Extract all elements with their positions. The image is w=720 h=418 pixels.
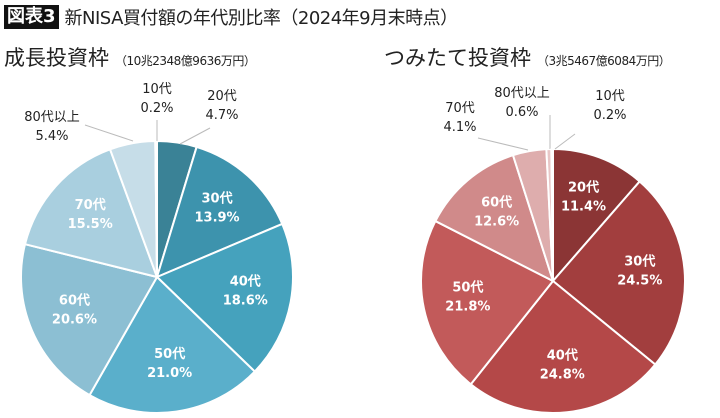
slice-value-label: 21.8% (445, 299, 490, 314)
slice-value-label: 24.8% (540, 368, 585, 383)
right-chart-heading: つみたて投資枠 （3兆5467億6084万円） (384, 42, 671, 72)
pie-slice-30代 (551, 180, 686, 366)
slice-value-label: 21.0% (147, 366, 192, 381)
slice-category-label: 70代 (445, 101, 475, 116)
pie-slice-40代 (469, 279, 657, 414)
slice-category-label: 60代 (481, 195, 512, 211)
slice-value-label: 0.2% (593, 108, 626, 123)
slice-value-label: 4.7% (205, 108, 238, 123)
pie-slice-60代 (434, 153, 555, 283)
right-chart-subtitle: （3兆5467億6084万円） (537, 54, 671, 68)
figure-title: 新NISA買付額の年代別比率（2024年9月末時点） (64, 8, 459, 29)
pie-slice-10代 (550, 147, 554, 282)
slice-value-label: 0.2% (140, 101, 173, 116)
slice-value-label: 24.5% (617, 274, 662, 289)
leader-line (554, 133, 576, 150)
slice-category-label: 50代 (452, 279, 483, 295)
slice-category-label: 60代 (59, 292, 90, 308)
slice-value-label: 20.6% (52, 312, 97, 327)
slice-value-label: 4.1% (443, 120, 476, 135)
slice-category-label: 80代以上 (494, 86, 550, 101)
slice-category-label: 70代 (75, 197, 106, 213)
slice-value-label: 12.6% (474, 215, 519, 230)
right-chart-title: つみたて投資枠 (384, 46, 531, 70)
pie-1: 20代 11.4% 30代 24.5% 40代 24.8% 50代 21.8% 60代 12.6%… (420, 86, 686, 414)
left-chart-heading: 成長投資枠 （10兆2348億9636万円） (4, 42, 256, 72)
slice-category-label: 80代以上 (24, 110, 80, 125)
leader-line (84, 124, 134, 142)
pie-slice-50代 (420, 219, 555, 386)
pie-slice-30代 (155, 145, 284, 279)
slice-category-label: 10代 (595, 89, 625, 104)
leader-line (179, 127, 211, 145)
leader-line (477, 137, 529, 151)
slice-category-label: 40代 (547, 348, 578, 364)
slice-value-label: 18.6% (223, 293, 268, 308)
pie-slice-70代 (23, 148, 159, 279)
pie-0: 20代 4.7% 30代 13.9% 40代 18.6% 50代 21.0% 60代 20.6% 7… (20, 82, 294, 414)
figure-badge: 図表3 (4, 5, 59, 29)
pie-slice-40代 (155, 222, 294, 373)
slice-category-label: 30代 (624, 254, 655, 270)
left-chart-subtitle: （10兆2348億9636万円） (115, 54, 256, 68)
slice-category-label: 20代 (568, 179, 599, 195)
slice-category-label: 40代 (230, 273, 261, 289)
left-chart-title: 成長投資枠 (4, 46, 109, 70)
slice-category-label: 10代 (142, 82, 172, 97)
slice-value-label: 0.6% (505, 105, 538, 120)
chart-header: 図表3 新NISA買付額の年代別比率（2024年9月末時点） (4, 4, 458, 30)
slice-category-label: 30代 (201, 190, 232, 206)
slice-category-label: 50代 (154, 346, 185, 362)
slice-value-label: 13.9% (194, 210, 239, 225)
slice-category-label: 20代 (207, 89, 237, 104)
pie-slice-50代 (88, 275, 257, 414)
slice-value-label: 11.4% (561, 199, 606, 214)
pie-slice-20代 (552, 147, 642, 284)
slice-value-label: 15.5% (68, 217, 113, 232)
slice-value-label: 5.4% (35, 129, 68, 144)
pie-slice-60代 (20, 242, 159, 397)
